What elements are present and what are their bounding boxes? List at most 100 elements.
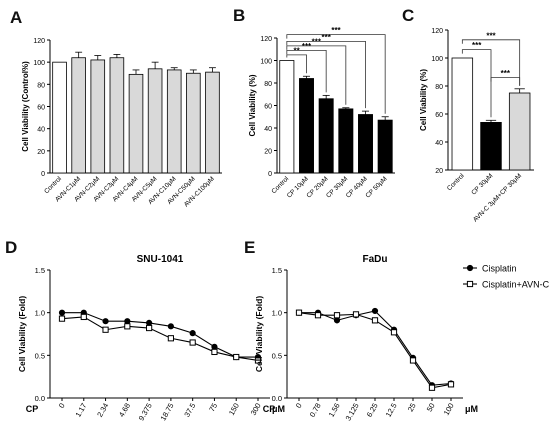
y-tick-label: 1.0 xyxy=(272,309,282,318)
data-point xyxy=(146,324,153,332)
bar xyxy=(71,57,86,174)
data-point xyxy=(352,311,360,318)
series-line xyxy=(62,312,258,358)
x-tick-label: 100 xyxy=(442,402,456,417)
bar xyxy=(480,122,502,171)
significance-label: *** xyxy=(331,26,341,35)
data-point xyxy=(189,330,196,337)
data-point xyxy=(167,323,174,330)
data-point xyxy=(466,280,474,288)
panel-e-chart: FaDu 0.0 0.5 1.0 1.5 Cell Viability (Fold) 0 0.… xyxy=(254,254,550,422)
x-tick-label: 6.25 xyxy=(365,402,380,419)
x-tick-label: 2.34 xyxy=(95,402,110,419)
bar xyxy=(90,59,106,174)
y-tick-label: 0.0 xyxy=(272,394,282,403)
y-tick-label: 120 xyxy=(33,38,45,45)
significance-label: *** xyxy=(321,33,331,42)
significance-bracket xyxy=(286,34,386,114)
chart-title: FaDu xyxy=(363,254,388,265)
y-tick-label: 40 xyxy=(37,127,45,134)
x-tick-label: 1.56 xyxy=(327,402,342,419)
panel-d-chart: SNU-1041 0.0 0.5 1.0 1.5 Cell Viability (Fold… xyxy=(17,254,285,422)
panel-letter-e: E xyxy=(244,238,255,257)
data-point xyxy=(102,326,109,333)
y-tick-label: 60 xyxy=(264,104,272,111)
data-point xyxy=(371,317,379,324)
x-axis-prefix: CP xyxy=(263,404,276,414)
significance-label: *** xyxy=(312,37,322,46)
x-tick-label: 9.375 xyxy=(137,402,154,423)
x-axis-unit: μM xyxy=(272,404,285,414)
x-tick-label: 0 xyxy=(57,402,67,410)
x-tick-label: 37.5 xyxy=(182,402,197,419)
panel-letter-b: B xyxy=(233,6,245,25)
x-tick-label: 0.78 xyxy=(308,402,323,419)
y-tick-label: 20 xyxy=(37,149,45,156)
y-tick-label: 1.5 xyxy=(35,266,45,275)
data-point xyxy=(466,264,474,272)
y-tick-label: 100 xyxy=(260,59,272,66)
data-point xyxy=(295,309,303,316)
significance-bracket xyxy=(286,45,347,105)
x-tick-label: 50 xyxy=(425,402,437,414)
x-tick-label: 25 xyxy=(406,402,418,414)
y-tick-label: 100 xyxy=(33,60,45,67)
panel-letter-a: A xyxy=(10,8,22,27)
y-axis-label: Cell Viability (Control%) xyxy=(21,61,30,152)
bar xyxy=(52,61,67,174)
y-tick-label: 80 xyxy=(37,82,45,89)
y-tick-label: 120 xyxy=(431,28,443,35)
bar xyxy=(109,57,125,174)
significance-label: *** xyxy=(501,69,511,78)
bar xyxy=(166,69,182,174)
y-axis-label: Cell Viability (%) xyxy=(419,69,428,131)
data-point xyxy=(58,315,66,322)
bar xyxy=(279,60,295,174)
significance-label: *** xyxy=(486,31,496,40)
data-point xyxy=(58,309,66,316)
y-tick-label: 80 xyxy=(435,84,443,91)
bar xyxy=(128,73,144,174)
y-tick-label: 0 xyxy=(41,171,45,178)
data-point xyxy=(189,339,196,346)
y-tick-label: 40 xyxy=(435,140,443,147)
bar xyxy=(508,92,531,171)
significance-label: *** xyxy=(472,41,482,50)
y-tick-label: 60 xyxy=(435,112,443,119)
panel-letter-d: D xyxy=(5,238,17,257)
series-line xyxy=(298,312,452,389)
x-tick-label: 18.75 xyxy=(158,402,175,423)
y-tick-label: 0.5 xyxy=(35,351,45,360)
x-tick-label: CP 30μM xyxy=(470,172,494,196)
bar xyxy=(338,108,354,174)
data-point xyxy=(211,343,218,350)
data-point xyxy=(233,353,240,361)
data-point xyxy=(124,323,131,330)
legend-label: Cisplatin xyxy=(482,264,517,274)
x-tick-label: AVN-C 3μM+CP 30μM xyxy=(472,172,523,223)
y-axis-label: Cell Viability (%) xyxy=(248,74,257,136)
x-tick-label: 3.125 xyxy=(344,402,361,423)
y-tick-label: 60 xyxy=(37,105,45,112)
y-tick-label: 100 xyxy=(431,56,443,63)
legend-label: Cisplatin+AVN-C 3μM xyxy=(482,280,550,290)
significance-bracket xyxy=(286,54,307,74)
data-point xyxy=(254,357,262,364)
bar xyxy=(358,114,373,174)
data-point xyxy=(390,329,398,336)
x-tick-label: Control xyxy=(446,172,466,192)
y-axis-label: Cell Viability (Fold) xyxy=(17,296,27,373)
y-tick-label: 1.0 xyxy=(35,309,45,318)
y-tick-label: 20 xyxy=(435,168,443,175)
y-tick-label: 0.5 xyxy=(272,351,282,360)
data-point xyxy=(333,312,341,319)
data-point xyxy=(409,357,417,364)
x-tick-label: CP 50μM xyxy=(364,175,388,199)
bar xyxy=(186,72,201,174)
x-tick-label: 0 xyxy=(294,402,304,410)
bar xyxy=(318,98,334,174)
bar xyxy=(299,78,314,174)
y-tick-label: 40 xyxy=(264,126,272,133)
